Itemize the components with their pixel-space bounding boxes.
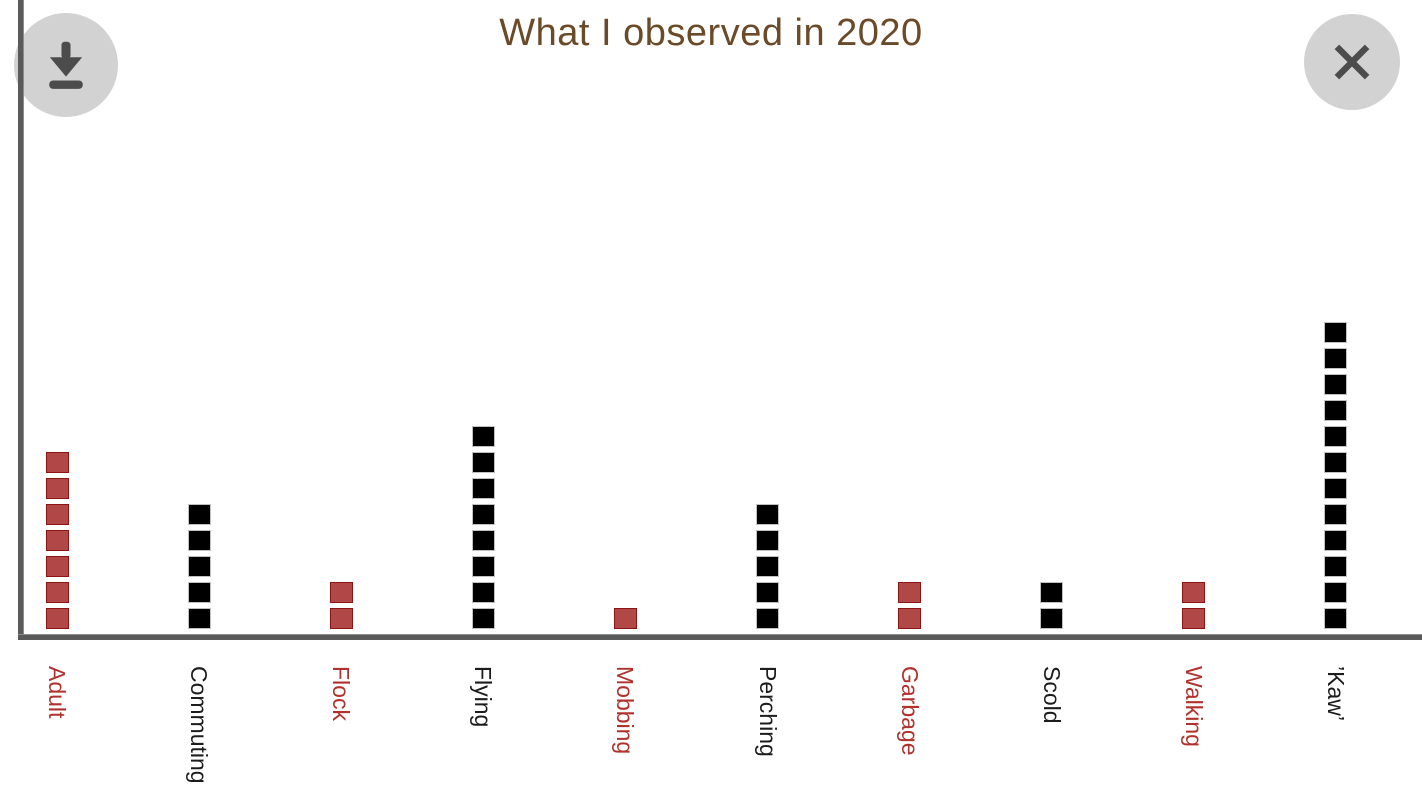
unit-square-black	[471, 582, 495, 603]
unit-square-black	[1324, 322, 1348, 343]
bar-walking	[1182, 582, 1206, 629]
x-axis-label-text: Garbage	[896, 666, 923, 756]
x-axis-label-text: ’Kaw’	[1322, 666, 1349, 721]
close-icon	[1334, 44, 1370, 80]
x-axis-label-text: Mobbing	[612, 666, 639, 755]
unit-square-red	[45, 478, 69, 499]
unit-square-black	[1040, 582, 1064, 603]
unit-square-black	[1324, 348, 1348, 369]
bar-kaw	[1324, 322, 1348, 629]
download-icon	[49, 41, 83, 89]
unit-square-black	[187, 582, 211, 603]
unit-square-black	[471, 608, 495, 629]
unit-square-black	[471, 556, 495, 577]
unit-square-black	[1324, 556, 1348, 577]
unit-square-black	[471, 452, 495, 473]
bar-adult	[45, 452, 69, 629]
unit-square-red	[898, 582, 922, 603]
x-axis-label-text: Perching	[754, 666, 781, 757]
unit-square-black	[756, 608, 779, 629]
unit-square-black	[1324, 478, 1348, 499]
bar-commuting	[187, 504, 211, 629]
x-axis-label-text: Commuting	[186, 666, 213, 784]
x-axis-line	[18, 634, 1422, 640]
unit-square-black	[1324, 374, 1348, 395]
bar-perching	[756, 504, 779, 629]
unit-square-black	[1324, 530, 1348, 551]
unit-square-red	[329, 608, 353, 629]
bar-mobbing	[613, 608, 637, 629]
unit-square-black	[187, 556, 211, 577]
unit-square-black	[187, 504, 211, 525]
unit-square-red	[329, 582, 353, 603]
unit-square-black	[1324, 504, 1348, 525]
unit-square-black	[471, 504, 495, 525]
unit-square-red	[45, 504, 69, 525]
x-axis-label-text: Flying	[470, 666, 497, 728]
unit-square-red	[45, 556, 69, 577]
chart-title: What I observed in 2020	[499, 12, 923, 54]
unit-square-black	[756, 530, 779, 551]
x-axis-label-text: Walking	[1180, 666, 1207, 747]
bar-flock	[329, 582, 353, 629]
unit-square-red	[45, 582, 69, 603]
bar-scold	[1040, 582, 1064, 629]
x-axis-label-text: Flock	[328, 666, 355, 721]
unit-square-black	[1324, 400, 1348, 421]
unit-square-red	[898, 608, 922, 629]
unit-square-black	[471, 426, 495, 447]
x-axis-label-text: Scold	[1038, 666, 1065, 724]
unit-square-red	[1182, 582, 1206, 603]
unit-square-black	[756, 504, 779, 525]
unit-square-black	[1040, 608, 1064, 629]
bar-garbage	[898, 582, 922, 629]
unit-square-black	[756, 556, 779, 577]
unit-square-black	[187, 608, 211, 629]
x-axis-label-text: Adult	[44, 666, 70, 719]
unit-square-red	[45, 608, 69, 629]
unit-square-black	[1324, 426, 1348, 447]
unit-square-black	[1324, 608, 1348, 629]
close-button[interactable]	[1304, 14, 1400, 110]
unit-square-black	[187, 530, 211, 551]
y-axis-line	[18, 0, 24, 640]
unit-square-red	[613, 608, 637, 629]
unit-square-black	[471, 530, 495, 551]
unit-square-black	[471, 478, 495, 499]
unit-square-red	[1182, 608, 1206, 629]
unit-square-red	[45, 530, 69, 551]
bar-flying	[471, 426, 495, 629]
unit-square-black	[1324, 452, 1348, 473]
unit-square-black	[1324, 582, 1348, 603]
unit-square-red	[45, 452, 69, 473]
unit-square-black	[756, 582, 779, 603]
download-button[interactable]	[14, 13, 118, 117]
